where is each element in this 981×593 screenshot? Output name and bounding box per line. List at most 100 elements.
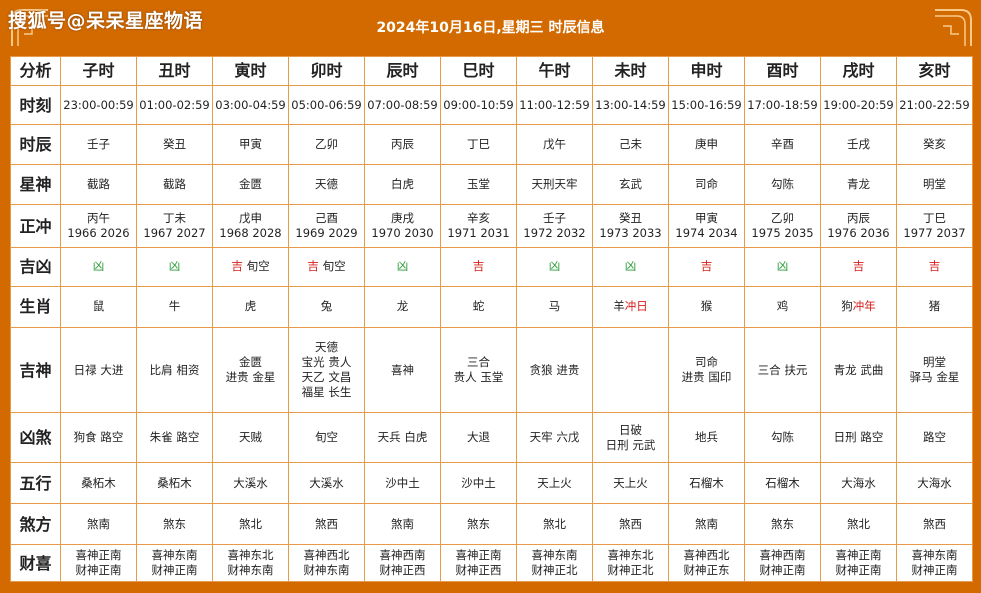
cell-xiongsha: 天牢 六戊 <box>516 412 593 464</box>
cell-line: 辛亥 <box>467 211 490 226</box>
row-shike: 时刻 23:00-00:59 01:00-02:59 03:00-04:59 05:00… <box>10 84 973 126</box>
cell-line: 财神正西 <box>455 563 502 578</box>
cell-caixi: 喜神西北 财神东南 <box>288 544 365 582</box>
cell-shengxiao: 兔 <box>288 285 365 328</box>
cell-shike: 07:00-08:59 <box>364 84 441 126</box>
cell-jixiong: 凶 <box>744 246 821 287</box>
row-jixiong: 吉凶凶凶吉 旬空吉 旬空凶吉凶凶吉凶吉吉 <box>10 246 973 287</box>
cell-shike: 21:00-22:59 <box>896 84 973 126</box>
zodiac-animal: 龙 <box>396 299 409 314</box>
cell-line: 财神正北 <box>607 563 654 578</box>
cell-caixi: 喜神正南 财神正南 <box>820 544 897 582</box>
cell-line: 大退 <box>467 430 490 445</box>
zodiac-animal: 猪 <box>928 299 941 314</box>
column-header: 子时 <box>60 56 137 86</box>
cell-shichen: 壬戌 <box>820 124 897 166</box>
good-badge: 吉 <box>307 259 319 274</box>
column-header: 寅时 <box>212 56 289 86</box>
cell-xiongsha: 地兵 <box>668 412 745 464</box>
cell-jixiong: 凶 <box>516 246 593 287</box>
cell-line: 癸丑 <box>619 211 642 226</box>
cell-xingshen: 玉堂 <box>440 164 517 206</box>
cell-line: 1977 2037 <box>903 226 966 241</box>
cell-line: 天牢 六戊 <box>529 430 580 445</box>
cell-shichen: 甲寅 <box>212 124 289 166</box>
cell-shengxiao: 马 <box>516 285 593 328</box>
header-row: 分析 子时 丑时 寅时 卯时 辰时 巳时 午时 未时 申时 酉时 戌时 亥时 <box>10 56 973 86</box>
cell-shengxiao: 龙 <box>364 285 441 328</box>
cell-wuxing: 大溪水 <box>288 462 365 505</box>
cell-zhengchong: 癸丑 1973 2033 <box>592 204 669 248</box>
column-header: 未时 <box>592 56 669 86</box>
cell-xiongsha: 旬空 <box>288 412 365 464</box>
cell-shike: 17:00-18:59 <box>744 84 821 126</box>
cell-shafang: 煞东 <box>440 503 517 546</box>
cell-shafang: 煞北 <box>516 503 593 546</box>
cell-line: 狗食 路空 <box>73 430 124 445</box>
page-title: 2024年10月16日,星期三 时辰信息 <box>376 20 605 36</box>
cell-jishen: 日禄 大进 <box>60 326 137 414</box>
cell-shafang: 煞东 <box>136 503 213 546</box>
good-badge: 吉 <box>852 259 865 274</box>
cell-line: 贪狼 进贵 <box>529 362 580 377</box>
cell-line: 1970 2030 <box>371 226 434 241</box>
cell-line: 喜神东南 <box>151 548 198 563</box>
column-header: 丑时 <box>136 56 213 86</box>
cell-shichen: 癸丑 <box>136 124 213 166</box>
cell-zhengchong: 丁巳 1977 2037 <box>896 204 973 248</box>
cell-zhengchong: 甲寅 1974 2034 <box>668 204 745 248</box>
row-label: 星神 <box>10 164 61 206</box>
row-label: 时辰 <box>10 124 61 166</box>
cell-shengxiao: 虎 <box>212 285 289 328</box>
cell-jishen: 金匮 进贵 金星 <box>212 326 289 414</box>
cell-line: 进贵 国印 <box>681 370 732 385</box>
cell-shafang: 煞西 <box>592 503 669 546</box>
row-label: 五行 <box>10 462 61 505</box>
cell-line: 路空 <box>923 430 946 445</box>
cell-xiongsha: 狗食 路空 <box>60 412 137 464</box>
cell-wuxing: 大海水 <box>820 462 897 505</box>
cell-caixi: 喜神西南 财神正西 <box>364 544 441 582</box>
row-shafang: 煞方 煞南 煞东 煞北 煞西 煞南 煞东 煞北 煞西 煞南 煞东 煞北 煞西 <box>10 503 973 546</box>
cell-line: 丙辰 <box>847 211 870 226</box>
clash-note: 冲日 <box>624 299 648 314</box>
column-header: 亥时 <box>896 56 973 86</box>
cell-shengxiao: 羊冲日 <box>592 285 669 328</box>
cell-note: 旬空 <box>246 259 270 274</box>
cell-line: 乙卯 <box>771 211 794 226</box>
zodiac-animal: 马 <box>548 299 561 314</box>
cell-line: 1969 2029 <box>295 226 358 241</box>
cell-shafang: 煞北 <box>820 503 897 546</box>
cell-jishen: 青龙 武曲 <box>820 326 897 414</box>
cell-jixiong: 凶 <box>136 246 213 287</box>
clash-note: 冲年 <box>852 299 876 314</box>
cell-shengxiao: 猴 <box>668 285 745 328</box>
row-label: 正冲 <box>10 204 61 248</box>
cell-jixiong: 凶 <box>60 246 137 287</box>
cell-jishen: 喜神 <box>364 326 441 414</box>
cell-xiongsha: 朱雀 路空 <box>136 412 213 464</box>
cell-line: 1974 2034 <box>675 226 738 241</box>
cell-line: 地兵 <box>695 430 718 445</box>
cell-xingshen: 天德 <box>288 164 365 206</box>
cell-line: 1972 2032 <box>523 226 586 241</box>
bad-badge: 凶 <box>92 259 105 274</box>
zodiac-animal: 猴 <box>700 299 713 314</box>
cell-line: 三合 扶元 <box>757 362 808 377</box>
watermark: 搜狐号@呆呆星座物语 <box>8 10 204 32</box>
column-header: 卯时 <box>288 56 365 86</box>
bad-badge: 凶 <box>776 259 789 274</box>
cell-shichen: 己未 <box>592 124 669 166</box>
cell-line: 喜神西南 <box>379 548 426 563</box>
cell-caixi: 喜神东南 财神正南 <box>136 544 213 582</box>
cell-line: 喜神西北 <box>683 548 730 563</box>
column-header: 酉时 <box>744 56 821 86</box>
cell-line: 天兵 白虎 <box>377 430 428 445</box>
cell-line: 旬空 <box>315 430 338 445</box>
cell-line: 勾陈 <box>771 430 794 445</box>
cell-shichen: 辛酉 <box>744 124 821 166</box>
cell-caixi: 喜神东南 财神正南 <box>896 544 973 582</box>
cell-zhengchong: 丁未 1967 2027 <box>136 204 213 248</box>
cell-caixi: 喜神东北 财神正北 <box>592 544 669 582</box>
cell-line: 财神正北 <box>531 563 578 578</box>
